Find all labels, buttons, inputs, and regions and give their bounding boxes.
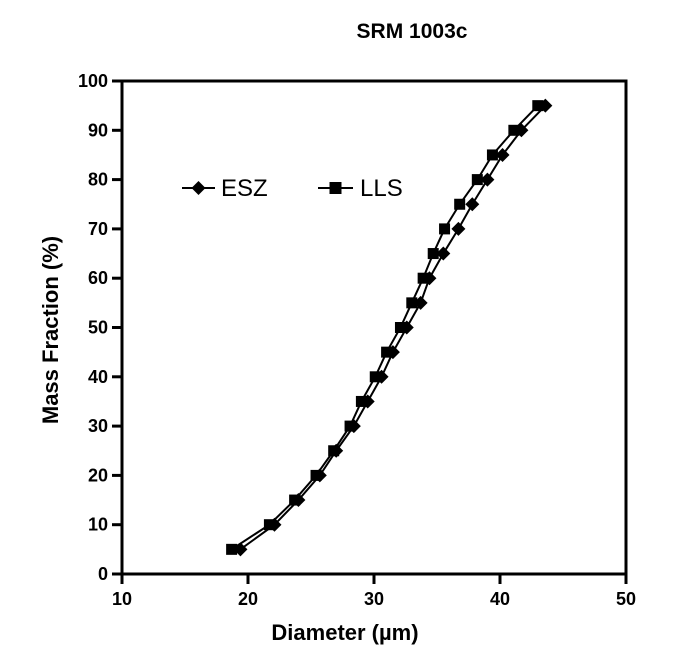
series-line-esz [239,104,547,551]
data-point-esz [495,147,510,162]
y-tick-label: 30 [88,416,108,436]
data-point-lls [226,543,238,555]
y-tick-label: 60 [88,268,108,288]
legend-label-esz: ESZ [221,175,268,202]
y-tick-label: 100 [78,71,108,91]
data-point-lls [381,346,393,358]
data-point-lls [344,420,356,432]
data-point-esz [451,221,466,236]
x-tick-label: 20 [238,589,258,609]
data-point-lls [263,519,275,531]
x-tick-label: 50 [616,589,636,609]
legend-item-esz: ESZ [182,175,268,202]
y-tick-label: 90 [88,120,108,140]
data-point-lls [508,124,520,136]
data-point-esz [436,246,451,261]
data-point-esz [465,197,480,212]
data-point-lls [439,223,451,235]
y-tick-label: 70 [88,219,108,239]
data-point-lls [532,100,544,112]
lls-square-marker-icon [329,182,342,194]
data-point-lls [355,395,367,407]
data-point-lls [406,297,418,309]
data-point-lls [471,174,483,186]
data-point-lls [417,272,429,284]
x-tick-label: 40 [490,589,510,609]
x-tick-label: 10 [112,589,132,609]
x-tick-label: 30 [364,589,384,609]
y-tick-label: 40 [88,367,108,387]
legend-item-lls: LLS [318,175,403,202]
data-point-lls [310,469,322,481]
y-tick-label: 0 [98,564,108,584]
data-point-lls [369,371,381,383]
y-axis-label: Mass Fraction (%) [38,236,63,424]
legend: ESZ LLS [182,175,403,202]
data-point-lls [289,494,301,506]
data-point-lls [427,248,439,260]
legend-label-lls: LLS [360,175,403,202]
y-tick-label: 10 [88,515,108,535]
y-tick-label: 50 [88,318,108,338]
x-axis-label: Diameter (µm) [271,620,418,645]
y-tick-label: 80 [88,170,108,190]
data-point-esz [480,172,495,187]
plot-frame [120,79,628,576]
data-point-lls [394,322,406,333]
data-point-lls [486,149,498,161]
esz-diamond-marker-icon [191,181,206,195]
y-tick-label: 20 [88,465,108,485]
data-point-lls [454,198,466,210]
data-point-lls [328,445,340,457]
chart-title: SRM 1003c [357,20,468,43]
